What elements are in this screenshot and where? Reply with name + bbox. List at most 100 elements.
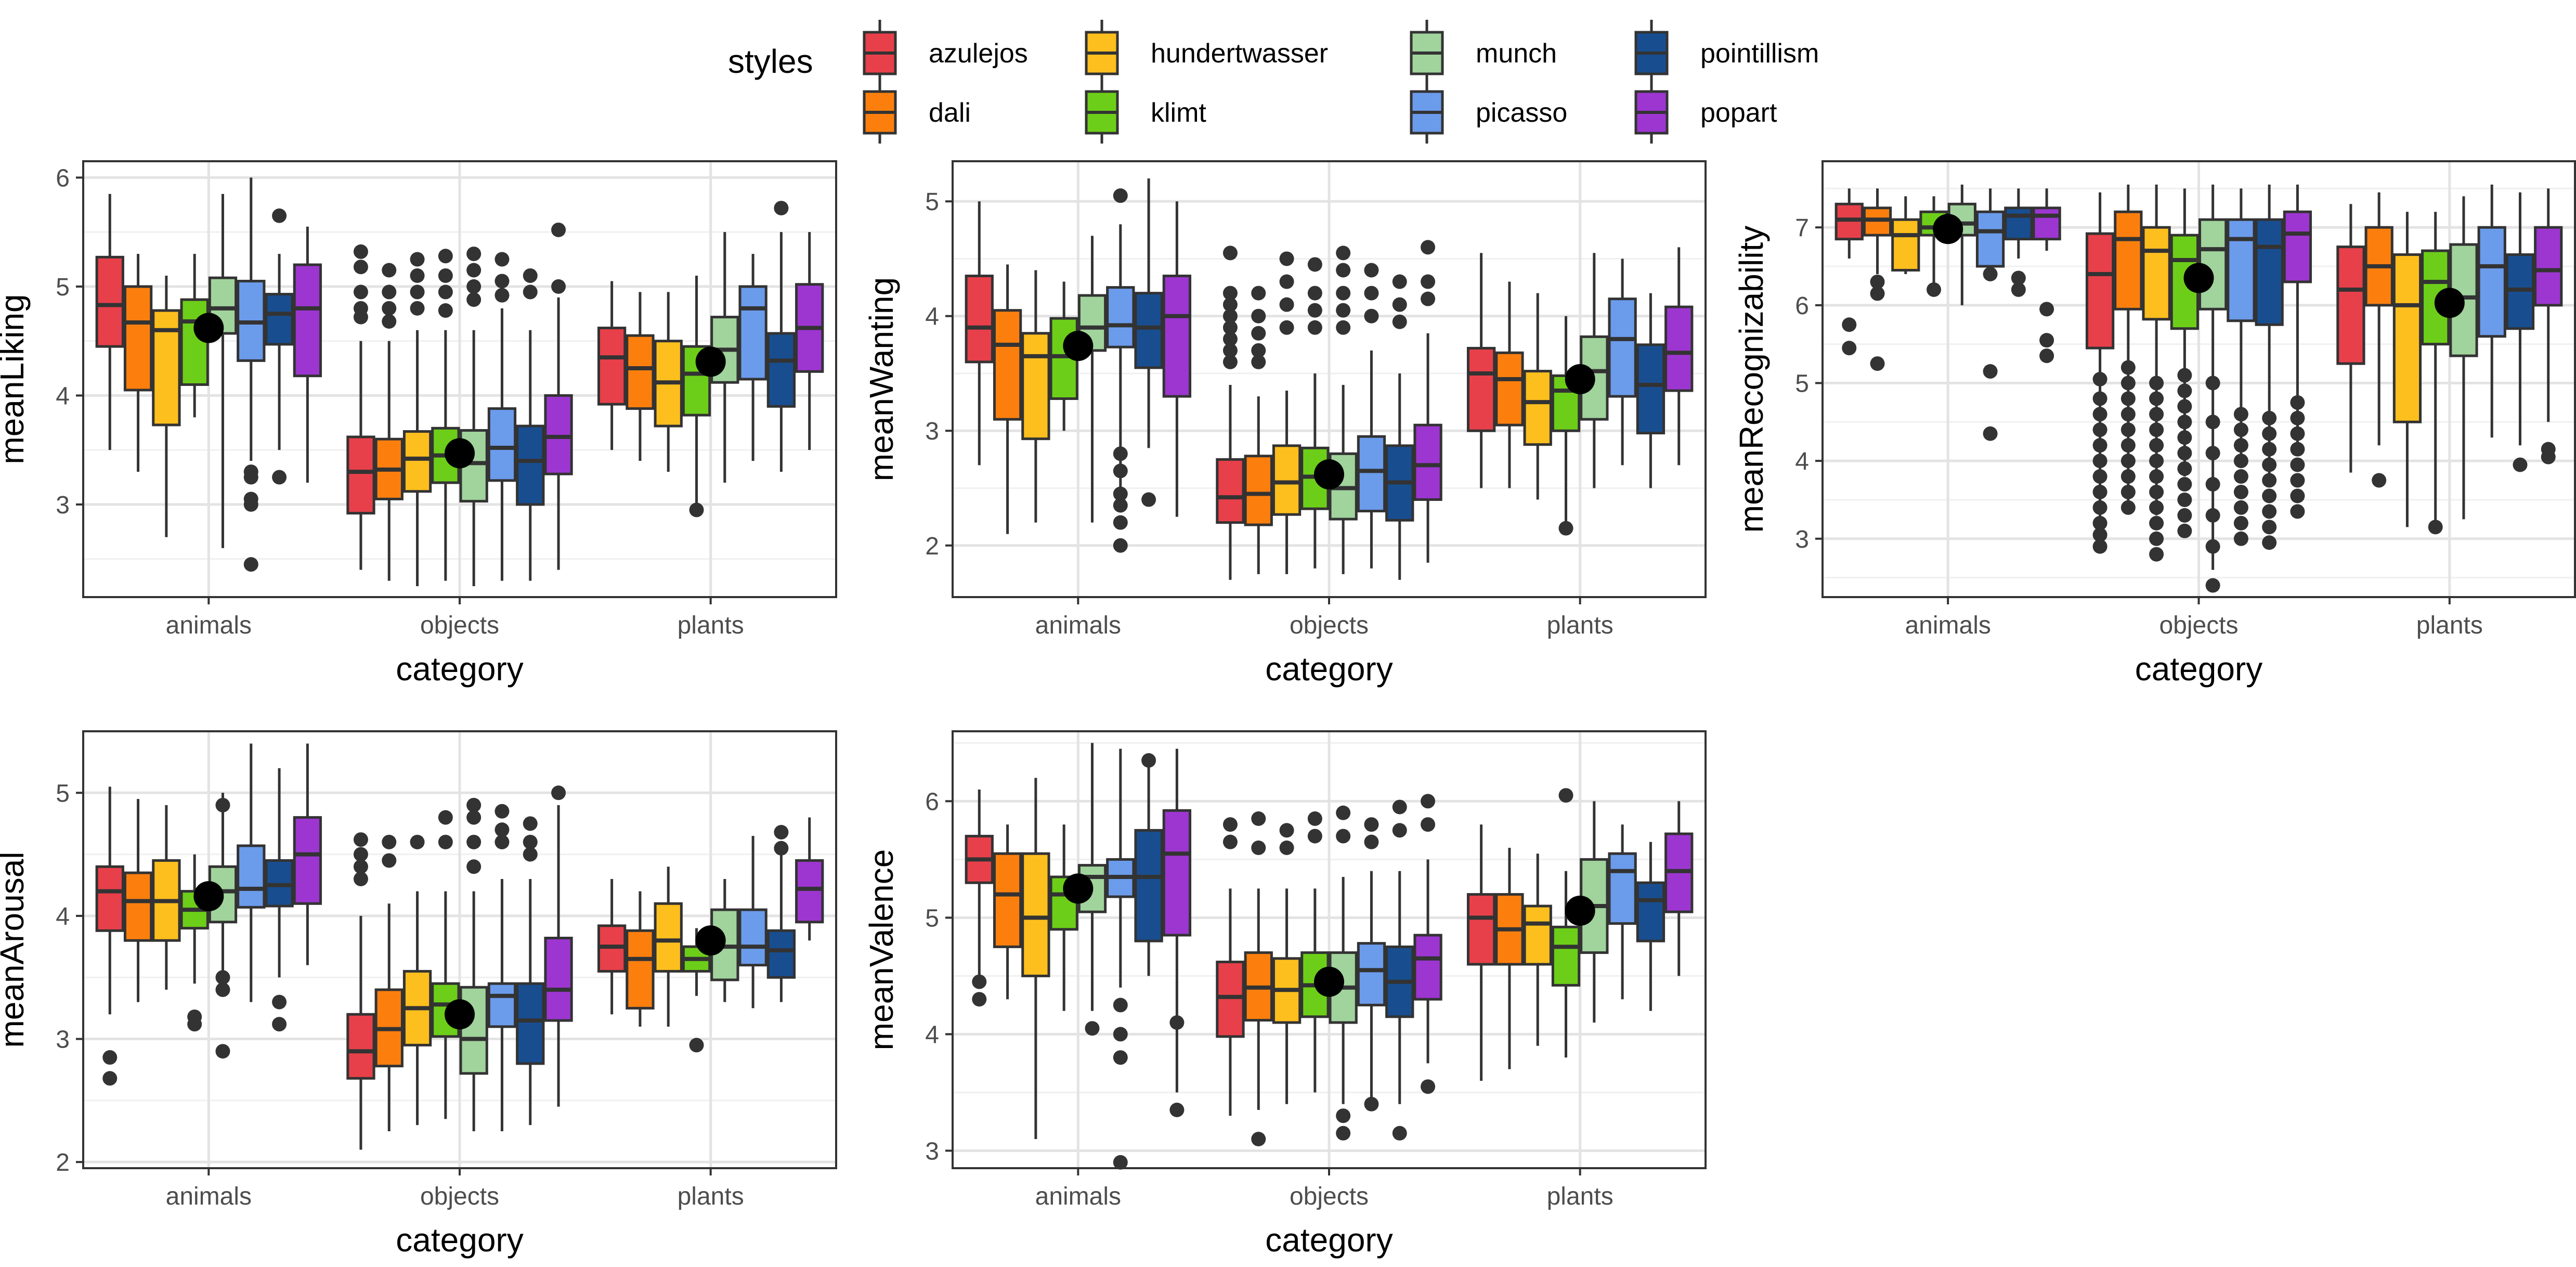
outlier-point [689, 1038, 704, 1053]
outlier-point [410, 252, 425, 267]
box-body [1523, 904, 1552, 966]
outlier-point [495, 804, 510, 819]
mean-point-animals [193, 881, 224, 912]
box-body [1551, 925, 1581, 987]
box-animals-picasso [1975, 188, 2005, 441]
outlier-point [774, 201, 789, 216]
outlier-point [2290, 410, 2305, 425]
outlier-point [1392, 274, 1407, 289]
outlier-point [1222, 308, 1238, 324]
y-axis-title: meanValence [863, 849, 900, 1051]
box-plants-pointillism [1636, 842, 1666, 1011]
outlier-point [1307, 320, 1322, 335]
y-tick-label: 6 [1795, 292, 1809, 320]
outlier-point [1983, 266, 1998, 281]
box-body [766, 929, 796, 979]
x-tick-label-plants: plants [1547, 612, 1614, 639]
outlier-point [1279, 320, 1294, 335]
box-plants-hundertwasser [1523, 854, 1552, 1046]
box-plants-azulejos [597, 878, 627, 1015]
outlier-point [1364, 1096, 1379, 1111]
outlier-point [972, 992, 987, 1007]
outlier-point [243, 497, 258, 512]
outlier-point [2233, 531, 2248, 546]
outlier-point [2290, 457, 2305, 472]
outlier-point [1085, 1021, 1100, 1036]
box-plants-klimt [1551, 788, 1581, 1058]
box-body [1021, 332, 1050, 441]
outlier-point [2149, 469, 2164, 484]
outlier-point [1421, 794, 1436, 809]
outlier-point [1336, 286, 1351, 301]
x-tick-label-plants: plants [678, 1183, 744, 1210]
y-tick-label: 5 [925, 188, 939, 216]
box-body [965, 275, 994, 364]
outlier-point [1870, 274, 1885, 289]
x-tick-label-objects: objects [420, 612, 499, 639]
box-plants-picasso [738, 836, 767, 1009]
legend-key-hundertwasser [1085, 20, 1119, 84]
outlier-point [495, 274, 510, 289]
outlier-point [551, 279, 566, 294]
box-plants-popart [795, 817, 824, 941]
outlier-point [2541, 449, 2556, 464]
box-plants-azulejos [2336, 204, 2365, 473]
outlier-point [1251, 343, 1266, 358]
outlier-point [1169, 1015, 1185, 1030]
box-animals-munch [1077, 236, 1107, 523]
outlier-point [2428, 520, 2443, 535]
legend-label-dali: dali [929, 98, 971, 128]
outlier-point [2120, 454, 2136, 469]
outlier-point [2205, 578, 2220, 593]
box-animals-hundertwasser [1891, 196, 1920, 274]
y-tick-label: 5 [1795, 370, 1809, 397]
box-animals-popart [1162, 748, 1192, 1117]
box-plants-azulejos [597, 281, 627, 450]
outlier-point [1141, 492, 1156, 507]
box-plants-hundertwasser [1523, 293, 1552, 500]
outlier-point [495, 252, 510, 267]
outlier-point [1222, 354, 1238, 369]
box-body [123, 285, 153, 392]
outlier-point [382, 285, 397, 300]
y-axis-title: meanWanting [863, 277, 900, 482]
outlier-point [2092, 372, 2107, 386]
outlier-point [1983, 364, 1998, 379]
box-plants-azulejos [1466, 824, 1496, 1081]
box-body [487, 982, 517, 1028]
box-body [2336, 245, 2365, 365]
outlier-point [551, 222, 566, 237]
box-plants-azulejos [1466, 253, 1496, 488]
box-body [1413, 423, 1442, 501]
outlier-point [2233, 500, 2248, 515]
box-plants-pointillism [1636, 293, 1666, 488]
outlier-point [1870, 286, 1885, 301]
outlier-point [466, 834, 482, 849]
outlier-point [1113, 188, 1128, 203]
outlier-point [410, 285, 425, 300]
box-animals-picasso [1106, 188, 1135, 553]
outlier-point [2372, 473, 2387, 488]
outlier-point [1222, 320, 1238, 335]
box-body [2392, 253, 2422, 423]
outlier-point [1222, 245, 1238, 261]
panels: 3 4 5 6 animals objects plants category meanLiki… [0, 160, 2576, 1259]
box-plants-klimt [2421, 212, 2450, 535]
box-animals-munch [1947, 184, 1976, 305]
outlier-point [243, 557, 258, 572]
outlier-point [2039, 302, 2054, 317]
outlier-point [2120, 391, 2136, 406]
legend-label-munch: munch [1476, 38, 1557, 69]
x-axis-title: category [2135, 650, 2262, 688]
outlier-point [102, 1050, 118, 1065]
box-body [2283, 210, 2312, 283]
outlier-point [272, 208, 287, 223]
box-body [2255, 218, 2284, 326]
y-tick-label: 3 [1795, 526, 1809, 553]
outlier-point [1421, 291, 1436, 306]
outlier-point [2262, 535, 2277, 550]
box-plants-pointillism [766, 201, 796, 472]
outlier-point [1279, 274, 1294, 289]
box-animals-azulejos [965, 201, 994, 466]
box-objects-hundertwasser [1272, 823, 1302, 1104]
